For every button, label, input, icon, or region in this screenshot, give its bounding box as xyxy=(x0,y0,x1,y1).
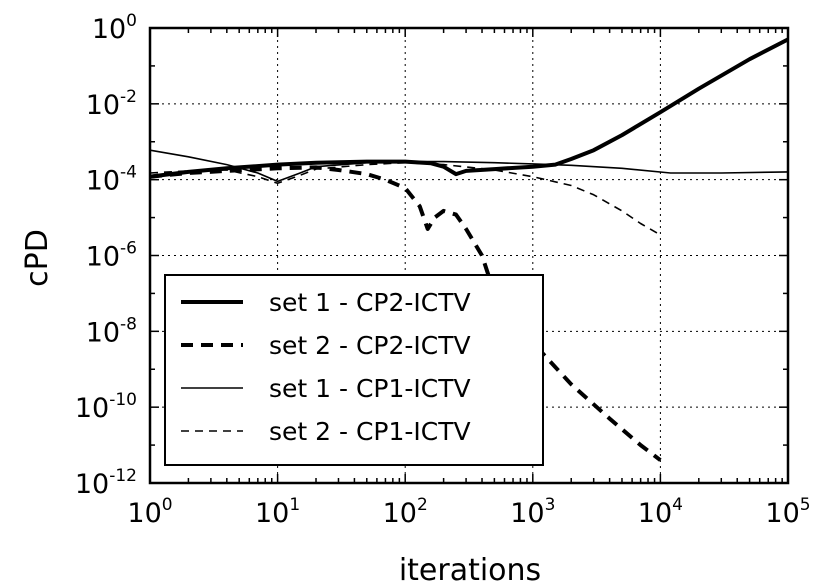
x-tick-labels: 100 101 102 103 104 105 xyxy=(127,495,810,529)
x-tick-label-exp: 5 xyxy=(800,495,811,515)
y-axis-label: cPD xyxy=(20,229,55,287)
legend-label-4: set 2 - CP1-ICTV xyxy=(269,417,471,446)
legend: set 1 - CP2-ICTV set 2 - CP2-ICTV set 1 - … xyxy=(164,274,544,466)
y-tick-label-exp: -6 xyxy=(120,239,137,259)
y-tick-label-exp: -4 xyxy=(120,163,137,183)
x-tick-label: 102 xyxy=(383,495,428,529)
series-layer xyxy=(150,37,788,462)
x-tick-label-base: 10 xyxy=(255,498,289,529)
series-line-3 xyxy=(150,149,788,183)
y-tick-label-base: 10 xyxy=(86,317,120,348)
y-tick-label: 10-8 xyxy=(86,314,137,348)
x-tick-label-exp: 1 xyxy=(289,495,300,515)
x-tick-label-exp: 4 xyxy=(672,495,683,515)
x-axis-label: iterations xyxy=(399,553,541,587)
x-tick-label-base: 10 xyxy=(127,498,161,529)
y-tick-label: 100 xyxy=(92,11,137,45)
y-tick-label-base: 10 xyxy=(86,166,120,197)
legend-label-1: set 1 - CP2-ICTV xyxy=(269,288,471,317)
y-tick-label: 10-6 xyxy=(86,239,137,273)
y-tick-label-base: 10 xyxy=(92,14,126,45)
x-tick-label-exp: 0 xyxy=(162,495,173,515)
x-tick-label-base: 10 xyxy=(638,498,672,529)
series-line-4 xyxy=(150,161,661,236)
x-tick-label: 105 xyxy=(765,495,810,529)
x-tick-label-base: 10 xyxy=(383,498,417,529)
y-tick-label-base: 10 xyxy=(86,90,120,121)
y-tick-label: 10-12 xyxy=(75,466,137,500)
legend-label-3: set 1 - CP1-ICTV xyxy=(269,374,471,403)
y-tick-label: 10-2 xyxy=(86,87,137,121)
y-tick-label: 10-4 xyxy=(86,163,137,197)
x-tick-label: 100 xyxy=(127,495,172,529)
y-tick-label-exp: -12 xyxy=(109,466,137,486)
y-tick-label-exp: -10 xyxy=(109,390,137,410)
x-tick-label-exp: 2 xyxy=(417,495,428,515)
legend-box xyxy=(164,274,544,466)
x-tick-label: 101 xyxy=(255,495,300,529)
x-tick-label: 104 xyxy=(638,495,683,529)
y-tick-label-exp: -2 xyxy=(120,87,137,107)
y-tick-label-exp: -8 xyxy=(120,314,137,334)
legend-label-2: set 2 - CP2-ICTV xyxy=(269,331,471,360)
y-tick-label-base: 10 xyxy=(75,469,109,500)
y-tick-label-exp: 0 xyxy=(126,11,137,31)
y-tick-label-base: 10 xyxy=(75,393,109,424)
x-tick-label: 103 xyxy=(510,495,555,529)
series-line-1 xyxy=(150,37,788,179)
x-tick-label-base: 10 xyxy=(765,498,799,529)
y-tick-label-base: 10 xyxy=(86,242,120,273)
axis-ticks xyxy=(149,27,789,484)
y-tick-label: 10-10 xyxy=(75,390,137,424)
x-tick-label-base: 10 xyxy=(510,498,544,529)
x-tick-label-exp: 3 xyxy=(545,495,556,515)
